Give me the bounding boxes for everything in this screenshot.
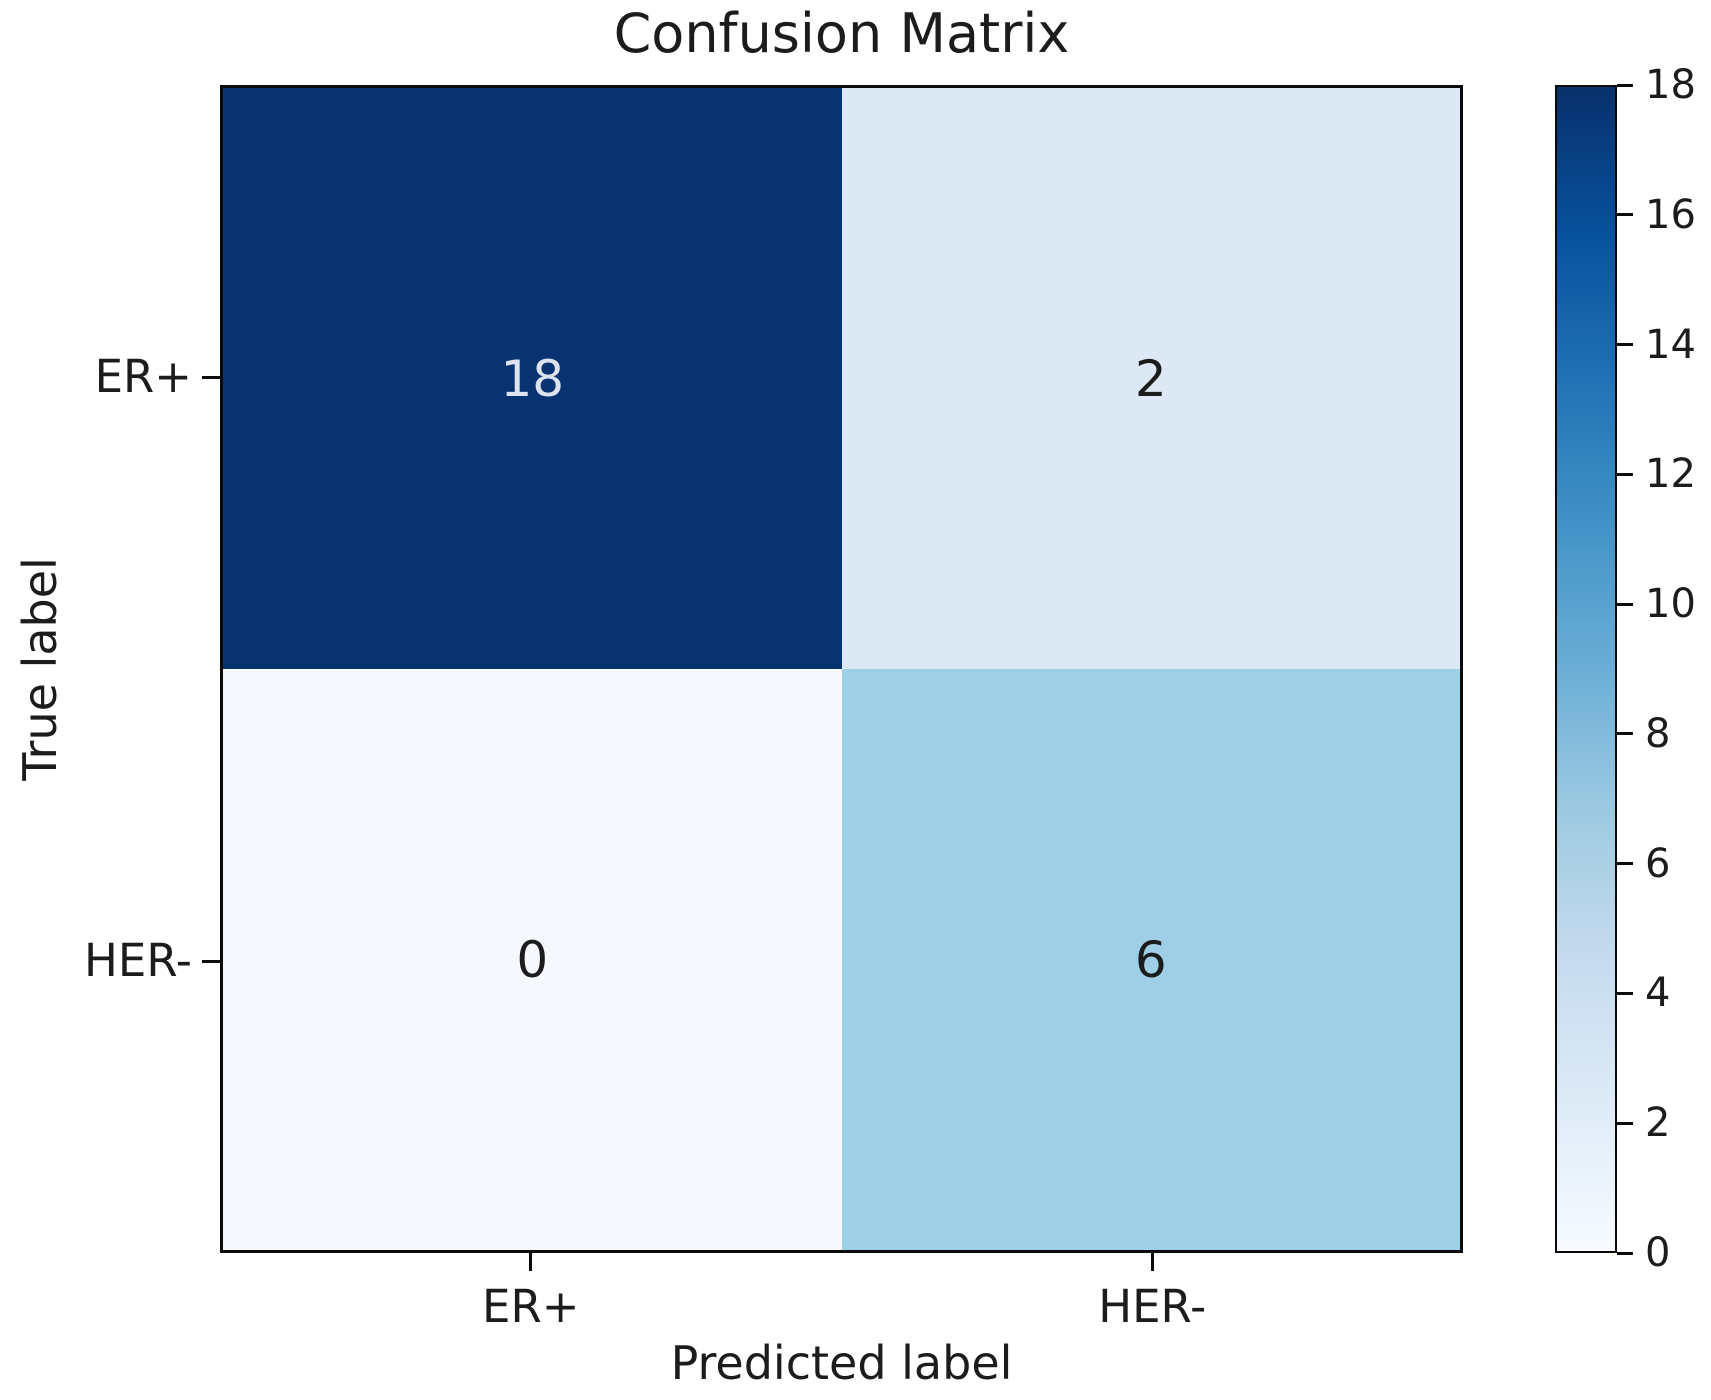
colorbar-tick-mark: [1617, 991, 1633, 995]
colorbar-tick-mark: [1617, 1251, 1633, 1255]
matrix-cell-r0c0: 18: [223, 88, 842, 669]
matrix-cell-r0c1: 2: [841, 88, 1460, 669]
colorbar-tick-label: 8: [1645, 710, 1671, 757]
matrix-cell-r1c0: 0: [223, 669, 842, 1250]
y-tick-label: ER+: [94, 350, 192, 403]
colorbar: [1555, 85, 1617, 1253]
y-tick-mark: [202, 959, 220, 963]
colorbar-tick-label: 10: [1645, 581, 1696, 628]
x-tick-label: HER-: [1098, 1280, 1207, 1333]
x-tick-mark: [529, 1253, 533, 1271]
cell-value: 6: [1134, 930, 1167, 989]
colorbar-tick-mark: [1617, 213, 1633, 217]
cell-value: 18: [500, 349, 565, 408]
cell-value: 2: [1134, 349, 1167, 408]
x-axis-title: Predicted label: [670, 1336, 1013, 1390]
colorbar-tick-mark: [1617, 602, 1633, 606]
matrix-cell-r1c1: 6: [841, 669, 1460, 1250]
y-tick-mark: [202, 375, 220, 379]
y-axis-title: True label: [13, 557, 67, 781]
chart-title: Confusion Matrix: [613, 2, 1070, 65]
colorbar-tick-mark: [1617, 343, 1633, 347]
x-tick-mark: [1150, 1253, 1154, 1271]
colorbar-tick-label: 14: [1645, 321, 1696, 368]
colorbar-tick-mark: [1617, 83, 1633, 87]
colorbar-tick-label: 4: [1645, 970, 1671, 1017]
colorbar-tick-mark: [1617, 1121, 1633, 1125]
colorbar-tick-mark: [1617, 862, 1633, 866]
y-tick-label: HER-: [84, 934, 192, 987]
colorbar-tick-label: 6: [1645, 840, 1671, 887]
colorbar-tick-mark: [1617, 732, 1633, 736]
colorbar-tick-mark: [1617, 472, 1633, 476]
colorbar-tick-label: 0: [1645, 1230, 1671, 1276]
x-tick-label: ER+: [482, 1280, 580, 1333]
colorbar-tick-label: 12: [1645, 451, 1696, 498]
colorbar-tick-label: 18: [1645, 62, 1696, 108]
heatmap-grid: 18 2 0 6: [220, 85, 1463, 1253]
colorbar-tick-label: 2: [1645, 1100, 1671, 1147]
colorbar-tick-label: 16: [1645, 191, 1696, 238]
cell-value: 0: [516, 930, 549, 989]
